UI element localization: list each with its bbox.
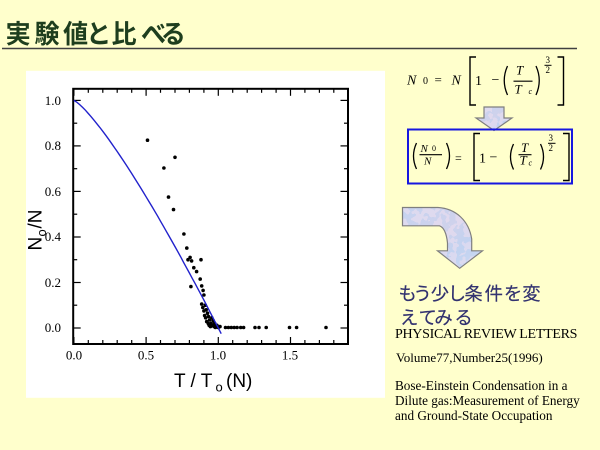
- svg-text:0.0: 0.0: [45, 320, 61, 335]
- svg-text:0: 0: [423, 76, 428, 87]
- svg-text:1.0: 1.0: [45, 93, 61, 108]
- svg-text:3: 3: [546, 55, 551, 65]
- svg-text:N: N: [451, 74, 462, 89]
- svg-text:0.8: 0.8: [45, 138, 61, 153]
- svg-text:1.5: 1.5: [282, 348, 298, 363]
- svg-text:0.5: 0.5: [138, 348, 154, 363]
- svg-text:(N): (N): [226, 371, 252, 392]
- svg-text:c: c: [529, 159, 533, 168]
- svg-text:T: T: [516, 63, 524, 78]
- svg-text:3: 3: [549, 133, 554, 143]
- svg-text:N: N: [420, 143, 429, 155]
- svg-text:/N: /N: [26, 210, 47, 229]
- svg-text:=: =: [455, 151, 462, 165]
- svg-text:T: T: [520, 153, 528, 168]
- svg-text:T: T: [515, 82, 523, 97]
- svg-text:2: 2: [546, 65, 551, 75]
- svg-text:T: T: [521, 140, 529, 155]
- svg-text:0.4: 0.4: [45, 229, 62, 244]
- svg-text:0.2: 0.2: [45, 275, 61, 290]
- svg-text:1: 1: [475, 74, 482, 89]
- svg-text:N: N: [26, 237, 47, 251]
- svg-text:o: o: [34, 229, 49, 236]
- svg-text:o: o: [216, 380, 223, 395]
- svg-text:1.0: 1.0: [210, 348, 226, 363]
- svg-text:=: =: [435, 72, 442, 87]
- svg-text:N: N: [423, 156, 432, 168]
- svg-text:c: c: [529, 87, 533, 96]
- svg-text:0.6: 0.6: [45, 184, 62, 199]
- svg-text:0: 0: [432, 144, 436, 153]
- svg-text:T / T: T / T: [174, 371, 213, 392]
- svg-text:−: −: [490, 151, 498, 166]
- svg-text:0.0: 0.0: [66, 348, 82, 363]
- svg-text:N: N: [406, 74, 417, 89]
- svg-text:1: 1: [479, 152, 486, 167]
- svg-text:−: −: [492, 73, 500, 88]
- svg-text:2: 2: [549, 143, 554, 153]
